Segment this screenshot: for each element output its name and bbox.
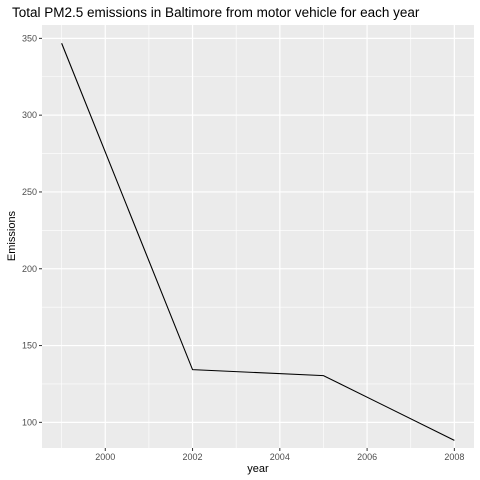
x-axis-title: year xyxy=(247,463,269,475)
x-tick-label: 2000 xyxy=(95,452,115,462)
x-tick-label: 2002 xyxy=(183,452,203,462)
axis-ticks: 2000 2002 2004 2006 2008 100 150 200 250 300 350 xyxy=(22,33,464,462)
plot-panel xyxy=(42,25,474,448)
y-tick-label: 150 xyxy=(22,341,37,351)
y-tick-label: 300 xyxy=(22,110,37,120)
chart-title: Total PM2.5 emissions in Baltimore from … xyxy=(12,5,420,20)
y-tick-label: 100 xyxy=(22,417,37,427)
y-tick-label: 250 xyxy=(22,187,37,197)
y-tick-label: 350 xyxy=(22,33,37,43)
y-tick-label: 200 xyxy=(22,264,37,274)
emissions-line xyxy=(61,43,455,441)
x-tick-label: 2008 xyxy=(444,452,464,462)
minor-gridlines xyxy=(42,25,474,448)
major-gridlines xyxy=(42,25,474,448)
x-tick-label: 2006 xyxy=(357,452,377,462)
series-layer xyxy=(61,43,455,441)
x-tick-label: 2004 xyxy=(270,452,290,462)
y-axis-title: Emissions xyxy=(6,210,18,261)
